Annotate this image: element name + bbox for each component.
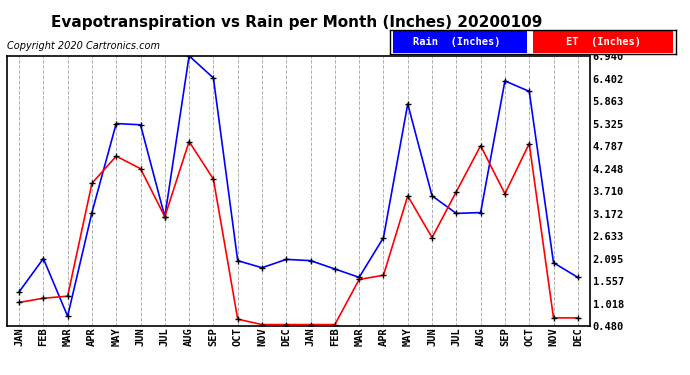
Text: ET  (Inches): ET (Inches) (566, 37, 641, 47)
Text: Evapotranspiration vs Rain per Month (Inches) 20200109: Evapotranspiration vs Rain per Month (In… (51, 15, 542, 30)
FancyBboxPatch shape (393, 31, 527, 53)
Text: Copyright 2020 Cartronics.com: Copyright 2020 Cartronics.com (7, 41, 160, 51)
Text: Rain  (Inches): Rain (Inches) (413, 37, 501, 47)
FancyBboxPatch shape (533, 31, 673, 53)
